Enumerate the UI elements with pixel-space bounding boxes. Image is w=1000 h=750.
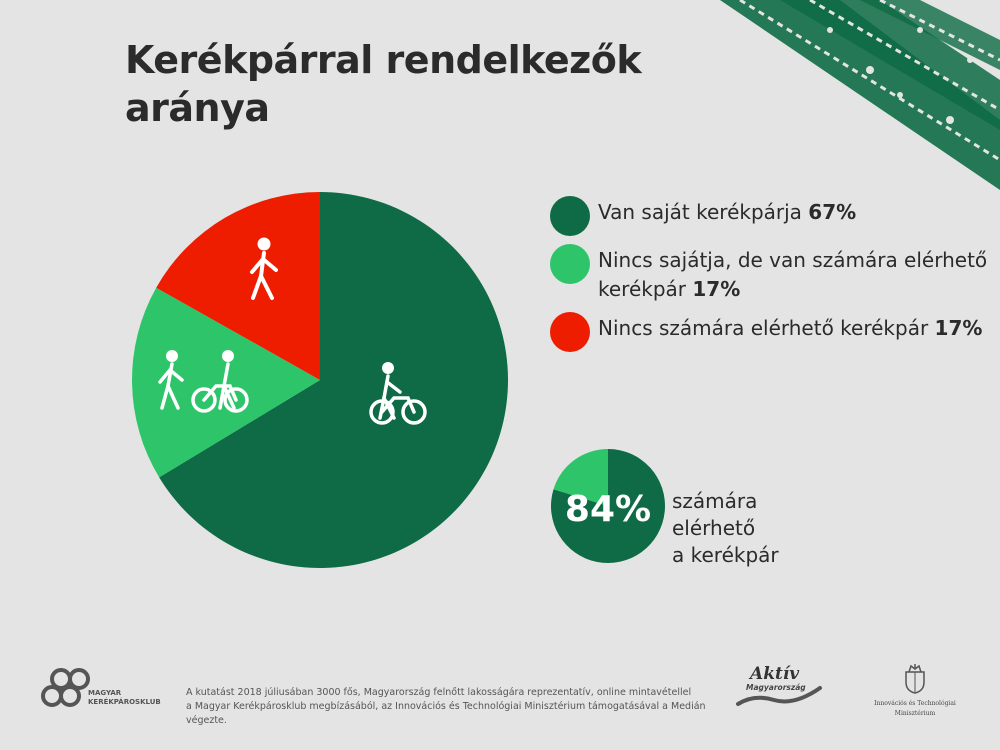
legend-swatch-own-bike	[550, 196, 590, 236]
person-and-person-with-bike-icon	[158, 350, 249, 413]
footnote-line-1: A kutatást 2018 júliusában 3000 fős, Mag…	[186, 687, 692, 698]
pie-slice-no-bike	[156, 192, 320, 380]
coat-of-arms-icon	[905, 664, 925, 694]
footnote-line-2: a Magyar Kerékpárosklub megbízásából, az…	[186, 701, 706, 726]
legend-swatch-available-bike	[550, 244, 590, 284]
aktiv-magyarorszag-logo: Aktív Magyarország	[734, 664, 824, 712]
aktiv-logo-swoosh	[736, 686, 822, 706]
summary-line-3: a kerékpár	[672, 543, 779, 567]
legend-pct-own-bike: 67%	[808, 200, 857, 224]
mini-pie-chart	[550, 449, 665, 563]
ministry-logo-line-1: Innovációs és Technológiai	[874, 700, 956, 707]
legend-pct-no-bike: 17%	[934, 316, 983, 340]
footnote: A kutatást 2018 júliusában 3000 fős, Mag…	[186, 686, 746, 728]
aktiv-logo-line-1: Aktív	[750, 664, 800, 684]
legend-label-no-bike: Nincs számára elérhető kerékpár	[598, 316, 935, 340]
club-logo-line-2: KERÉKPÁROSKLUB	[88, 697, 161, 706]
person-with-bike-icon	[369, 362, 427, 425]
pie-slice-own-bike	[159, 192, 508, 568]
walking-person-icon	[250, 237, 278, 300]
mini-pie-slice-own-bike	[550, 449, 665, 563]
mini-pie-slice-available-bike	[553, 449, 608, 506]
club-logo-mark: MAGYAR KERÉKPÁROSKLUB	[41, 668, 161, 707]
legend-label-own-bike: Van saját kerékpárja	[598, 200, 809, 224]
aktiv-logo-line-2: Magyarország	[746, 683, 806, 692]
club-logo-line-1: MAGYAR	[88, 689, 122, 697]
legend-swatch-no-bike	[550, 312, 590, 352]
summary-percentage: 84%	[564, 489, 652, 530]
legend-label-available-bike: Nincs sajátja, de van számára elérhető k…	[598, 248, 988, 301]
title-line-1: Kerékpárral rendelkezők	[125, 38, 642, 82]
legend-pct-available-bike: 17%	[692, 277, 741, 301]
page-title: Kerékpárral rendelkezők aránya	[125, 36, 725, 132]
summary-text: számára elérhető a kerékpár	[672, 488, 872, 569]
summary-line-2: elérhető	[672, 516, 756, 540]
tire-track-decoration	[720, 0, 1000, 190]
ministry-logo-line-2: Minisztérium	[894, 710, 936, 717]
summary-line-1: számára	[672, 489, 758, 513]
main-pie-chart	[131, 192, 508, 568]
ministry-logo: Innovációs és Technológiai Minisztérium	[860, 664, 970, 718]
club-logo: MAGYAR KERÉKPÁROSKLUB	[40, 664, 190, 714]
title-line-2: aránya	[125, 86, 270, 130]
